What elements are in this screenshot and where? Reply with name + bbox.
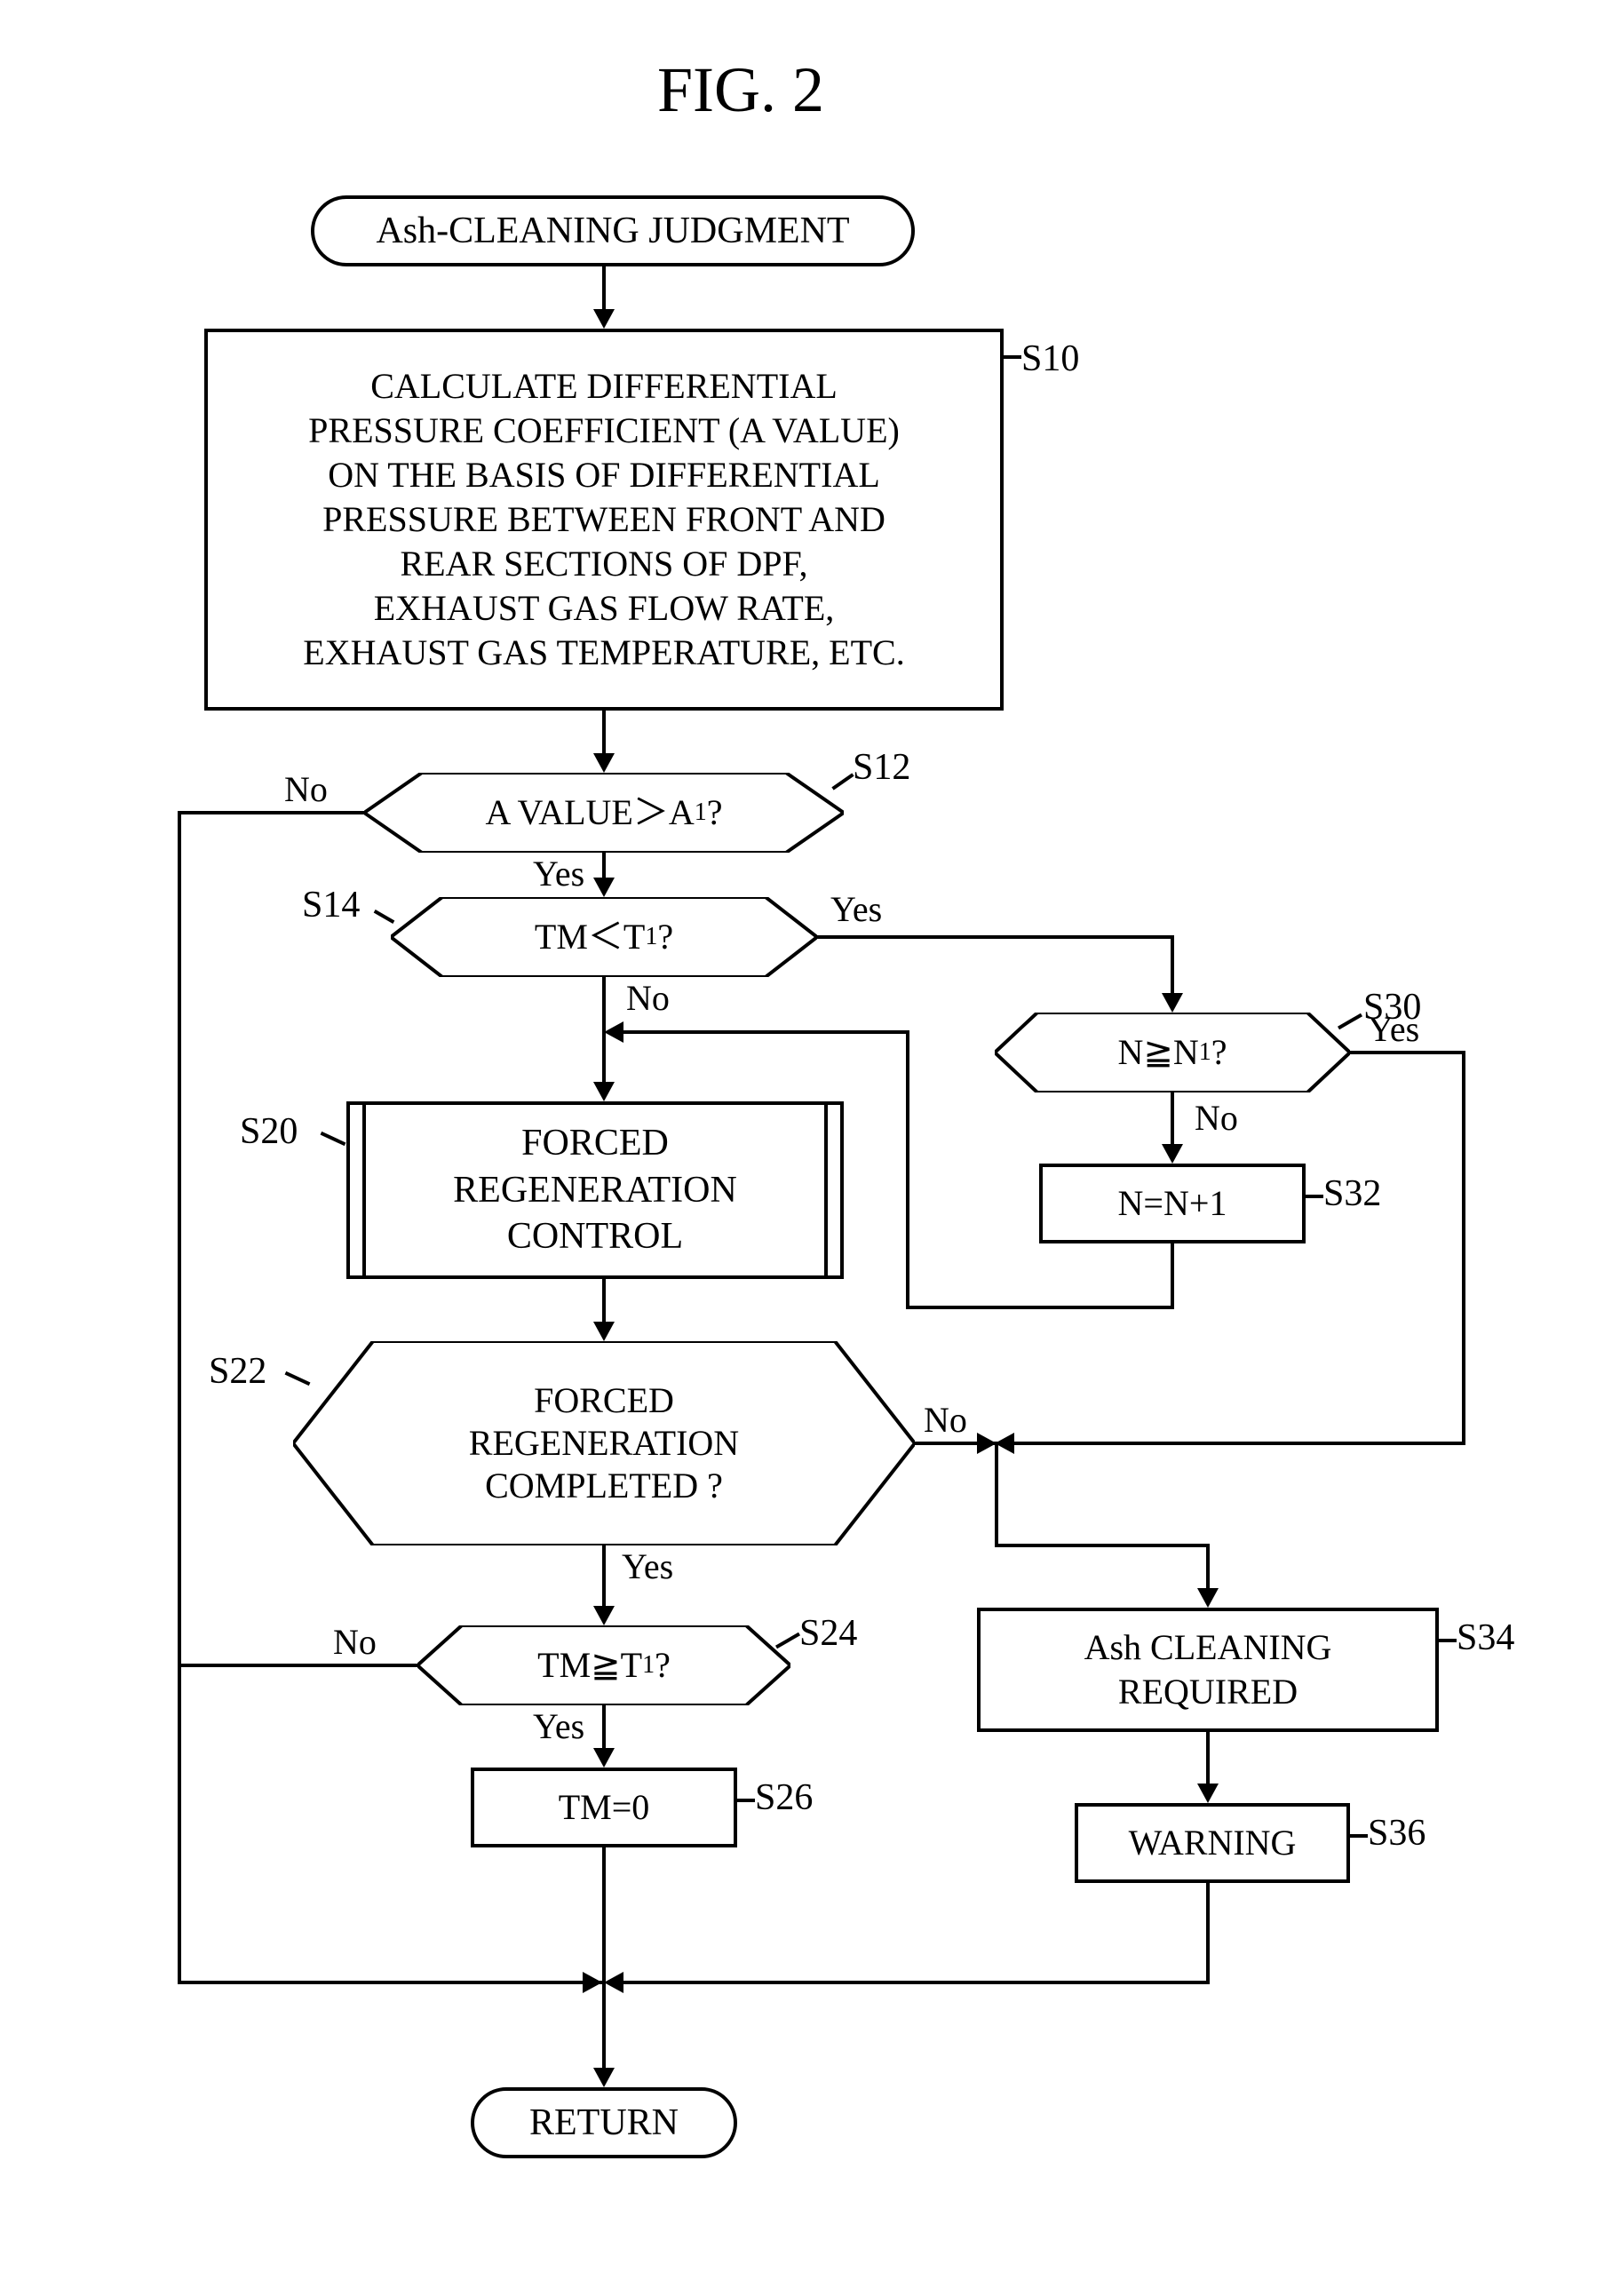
edge-s30-yes-v bbox=[1462, 1051, 1465, 1443]
tick-s10 bbox=[1004, 355, 1021, 359]
edge-junc-v2 bbox=[1206, 1544, 1210, 1590]
arrow-s22-s24 bbox=[593, 1606, 615, 1625]
edge-junc-h bbox=[995, 1544, 1208, 1547]
node-s32-text: N=N+1 bbox=[1118, 1181, 1227, 1226]
edge-label-s22-no: No bbox=[924, 1399, 967, 1441]
edge-label-s14-yes: Yes bbox=[830, 888, 882, 930]
edge-s32-v bbox=[1171, 1243, 1174, 1306]
node-s10-text: CALCULATE DIFFERENTIALPRESSURE COEFFICIE… bbox=[285, 355, 922, 684]
edge-label-s12-yes: Yes bbox=[533, 853, 584, 894]
edge-s24-s26 bbox=[602, 1705, 606, 1750]
node-s26: TM=0 bbox=[471, 1768, 737, 1847]
edge-s26-return bbox=[602, 1847, 606, 2070]
node-s24-text: TM≧T1? bbox=[417, 1625, 790, 1705]
edge-s14-yes-v bbox=[1171, 935, 1174, 995]
step-label-s10: S10 bbox=[1021, 338, 1079, 380]
node-s22: FORCEDREGENERATIONCOMPLETED ? bbox=[293, 1341, 915, 1545]
tick-s36 bbox=[1350, 1834, 1368, 1838]
arrow-leftrail-merge bbox=[583, 1972, 602, 1993]
node-s14: TM＜T1? bbox=[391, 897, 817, 977]
node-s30-text: N≧N1? bbox=[995, 1013, 1350, 1092]
node-s32: N=N+1 bbox=[1039, 1164, 1306, 1243]
edge-label-s14-no: No bbox=[626, 977, 670, 1019]
edge-s22-s24 bbox=[602, 1545, 606, 1608]
step-label-s12: S12 bbox=[853, 746, 910, 789]
edge-s36-v bbox=[1206, 1883, 1210, 1981]
edge-s30-yes-h bbox=[1350, 1051, 1465, 1054]
arrow-start-s10 bbox=[593, 309, 615, 329]
node-s34: Ash CLEANINGREQUIRED bbox=[977, 1608, 1439, 1732]
node-s26-text: TM=0 bbox=[559, 1785, 650, 1830]
edge-label-s30-yes: Yes bbox=[1368, 1008, 1419, 1050]
edge-label-s24-no: No bbox=[333, 1621, 377, 1663]
node-s22-text: FORCEDREGENERATIONCOMPLETED ? bbox=[293, 1341, 915, 1545]
node-s20: FORCEDREGENERATIONCONTROL bbox=[346, 1101, 844, 1279]
arrow-s24-s26 bbox=[593, 1748, 615, 1768]
step-label-s20: S20 bbox=[240, 1110, 298, 1153]
edge-s30-s32 bbox=[1171, 1092, 1174, 1146]
edge-s32-h bbox=[906, 1306, 1174, 1309]
flowchart-canvas: FIG. 2 Ash-CLEANING JUDGMENT CALCULATE D… bbox=[36, 36, 1584, 2260]
arrow-s32-merge bbox=[604, 1021, 623, 1043]
arrow-s10-s12 bbox=[593, 753, 615, 773]
edge-junc-v bbox=[995, 1442, 998, 1544]
arrow-s12-s14 bbox=[593, 878, 615, 897]
edge-s12-no-v bbox=[178, 811, 181, 1981]
arrow-s26-return bbox=[593, 2068, 615, 2087]
edge-s24-no-h bbox=[178, 1664, 419, 1667]
node-s10: CALCULATE DIFFERENTIALPRESSURE COEFFICIE… bbox=[204, 329, 1004, 711]
node-start: Ash-CLEANING JUDGMENT bbox=[311, 195, 915, 266]
edge-s12-s14 bbox=[602, 853, 606, 879]
tick-s20 bbox=[321, 1132, 346, 1146]
edge-label-s12-no: No bbox=[284, 768, 328, 810]
node-s12: A VALUE＞A1? bbox=[364, 773, 844, 853]
edge-s14-yes-h bbox=[817, 935, 1172, 939]
arrow-s20-s22 bbox=[593, 1322, 615, 1341]
step-label-s22: S22 bbox=[209, 1350, 266, 1393]
arrow-s22-no bbox=[977, 1433, 997, 1454]
arrow-s30-s32 bbox=[1162, 1144, 1183, 1164]
edge-s32-v2 bbox=[906, 1030, 909, 1309]
step-label-s32: S32 bbox=[1323, 1172, 1381, 1215]
node-s24: TM≧T1? bbox=[417, 1625, 790, 1705]
node-s36: WARNING bbox=[1075, 1803, 1350, 1883]
node-s30: N≧N1? bbox=[995, 1013, 1350, 1092]
edge-leftrail-merge-h bbox=[178, 1981, 602, 1984]
arrow-s36-merge bbox=[604, 1972, 623, 1993]
edge-label-s24-yes: Yes bbox=[533, 1705, 584, 1747]
edge-s32-h2 bbox=[622, 1030, 909, 1034]
edge-s34-s36 bbox=[1206, 1732, 1210, 1785]
step-label-s24: S24 bbox=[799, 1612, 857, 1655]
step-label-s26: S26 bbox=[755, 1776, 813, 1819]
tick-s26 bbox=[737, 1799, 755, 1802]
edge-s36-h bbox=[622, 1981, 1210, 1984]
node-return: RETURN bbox=[471, 2087, 737, 2158]
edge-start-s10 bbox=[602, 266, 606, 311]
step-label-s34: S34 bbox=[1457, 1617, 1514, 1659]
edge-label-s30-no: No bbox=[1195, 1097, 1238, 1139]
tick-s32 bbox=[1306, 1195, 1323, 1198]
edge-label-s22-yes: Yes bbox=[622, 1545, 673, 1587]
node-s14-text: TM＜T1? bbox=[391, 897, 817, 977]
figure-title: FIG. 2 bbox=[657, 53, 824, 127]
tick-s34 bbox=[1439, 1639, 1457, 1642]
step-label-s14: S14 bbox=[302, 884, 360, 926]
node-s34-text: Ash CLEANINGREQUIRED bbox=[1084, 1625, 1332, 1714]
node-s20-text: FORCEDREGENERATIONCONTROL bbox=[453, 1120, 737, 1260]
arrow-junc-s34 bbox=[1197, 1588, 1219, 1608]
edge-s12-no-h bbox=[178, 811, 366, 814]
edge-s10-s12 bbox=[602, 711, 606, 755]
arrow-s14-s30 bbox=[1162, 993, 1183, 1013]
arrow-s34-s36 bbox=[1197, 1784, 1219, 1803]
edge-s30-yes-h2 bbox=[1012, 1442, 1465, 1445]
edge-s20-s22 bbox=[602, 1279, 606, 1323]
node-s12-text: A VALUE＞A1? bbox=[364, 773, 844, 853]
step-label-s36: S36 bbox=[1368, 1812, 1425, 1855]
node-s36-text: WARNING bbox=[1129, 1821, 1297, 1865]
arrow-merge-s20 bbox=[593, 1082, 615, 1101]
